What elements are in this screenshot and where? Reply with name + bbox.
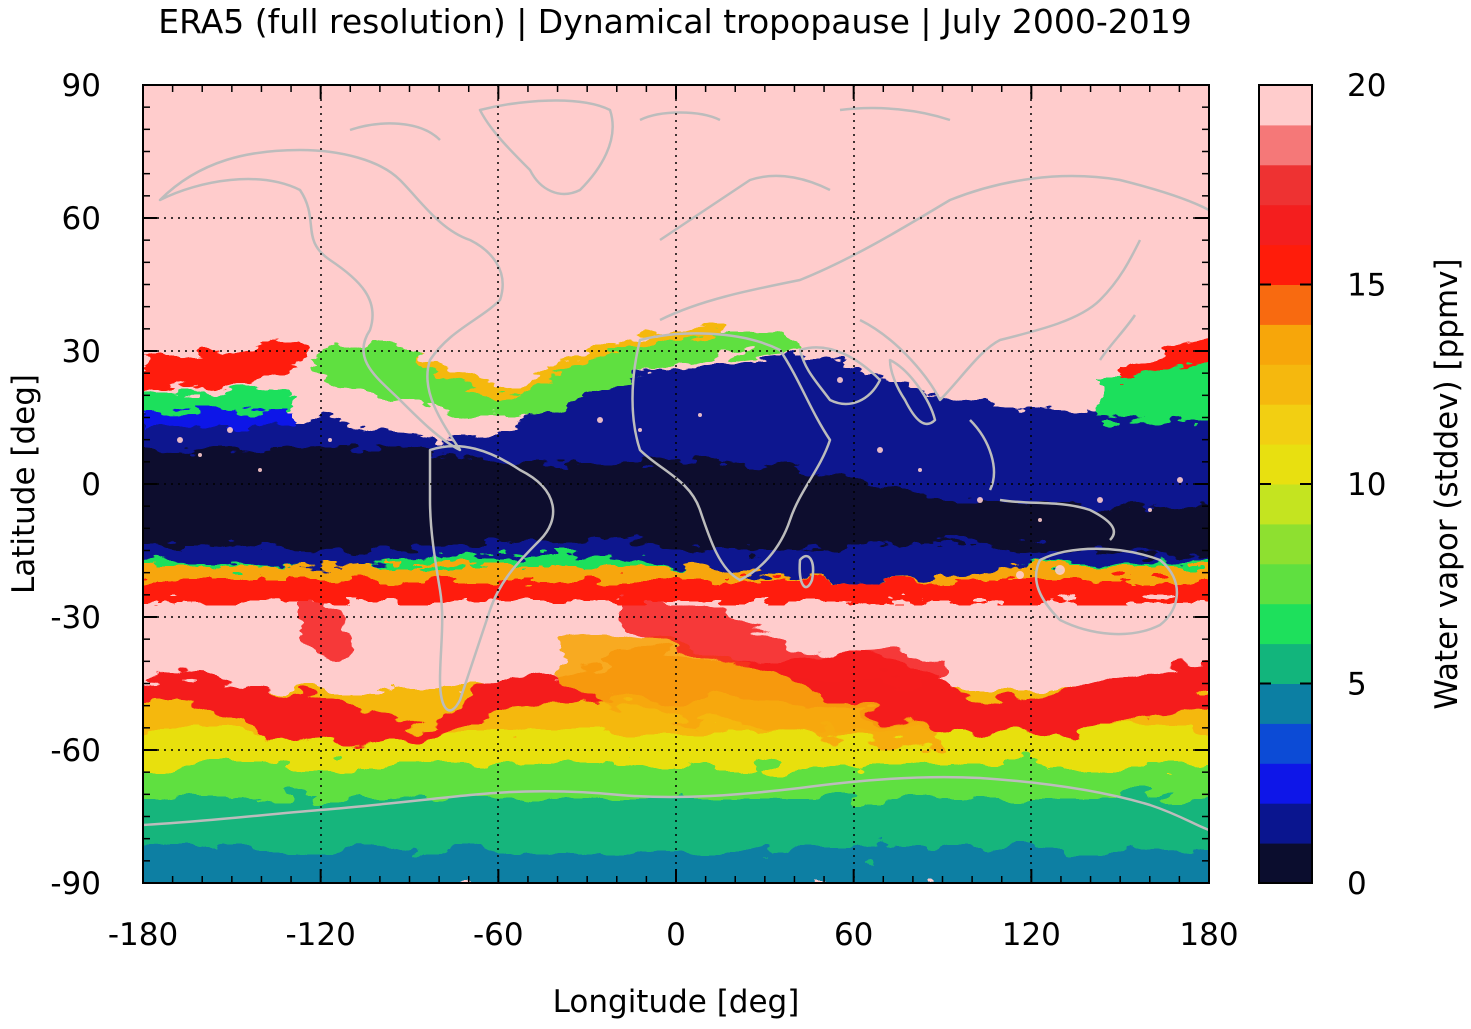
band-orange-patch: [560, 632, 940, 745]
coast-japan: [1098, 314, 1137, 361]
colorbar-tick-label: 20: [1347, 68, 1386, 104]
colorbar-tick-label: 0: [1347, 866, 1367, 902]
colorbar-swatch: [1259, 723, 1312, 764]
chart-title: ERA5 (full resolution) | Dynamical tropo…: [158, 2, 1192, 41]
x-tick-label: 60: [834, 917, 873, 953]
coast-north-america: [158, 148, 504, 452]
colorbar-swatch: [1259, 284, 1312, 325]
band-america-orange: [420, 326, 720, 399]
y-tick-label: 90: [62, 68, 101, 104]
colorbar-swatch: [1259, 164, 1312, 206]
y-tick-label: 60: [62, 201, 101, 237]
band-antarctic-green: [143, 790, 1209, 850]
band-black-core: [143, 447, 1209, 557]
colorbar-swatch: [1259, 484, 1312, 525]
x-tick-label: 180: [1179, 917, 1238, 953]
grid: [143, 85, 1209, 883]
band-east-asia-red: [1120, 337, 1209, 380]
water-vapor-field: [143, 85, 1209, 883]
coast-south-america: [428, 444, 555, 712]
colorbar-swatch: [1259, 404, 1312, 445]
colorbar-swatch: [1259, 85, 1312, 126]
x-tick-label: 0: [666, 917, 686, 953]
coast-madagascar: [798, 554, 815, 589]
x-tick-label: -180: [108, 917, 178, 953]
colorbar-swatch: [1259, 563, 1312, 605]
colorbar-tick-label: 15: [1347, 268, 1386, 304]
band-blue-north-west: [143, 410, 300, 428]
coast-eurasia: [659, 174, 1209, 402]
colorbar-tick-label: 5: [1347, 667, 1367, 703]
x-axis-label: Longitude [deg]: [552, 984, 800, 1020]
x-axis-ticks: -180 -120 -60 0 60 120 180: [108, 85, 1239, 953]
x-tick-label: 120: [1002, 917, 1061, 953]
subtropical-north-fronts: [143, 326, 1209, 428]
coast-africa: [631, 332, 832, 582]
colorbar-swatch: [1259, 763, 1312, 804]
band-green-north-west: [143, 387, 294, 414]
x-tick-label: -60: [473, 917, 524, 953]
colorbar-swatch: [1259, 364, 1312, 405]
colorbar-swatch: [1259, 124, 1312, 166]
band-red-patches: [300, 580, 940, 685]
y-tick-label: 30: [62, 334, 101, 370]
coast-se-asia: [969, 419, 1116, 541]
y-tick-label: -30: [50, 600, 101, 636]
coast-greenland: [478, 99, 614, 196]
y-tick-label: -90: [50, 866, 101, 902]
y-axis-ticks: 90 60 30 0 -30 -60 -90: [50, 68, 1209, 902]
coast-arctic-islands: [349, 106, 951, 141]
y-tick-label: -60: [50, 733, 101, 769]
colorbar-tick-label: 10: [1347, 467, 1386, 503]
band-red-north-west: [143, 340, 306, 395]
colorbar-swatch: [1259, 603, 1312, 645]
coast-india: [888, 358, 937, 426]
coast-europe-north: [659, 174, 831, 242]
coast-australia: [1034, 547, 1179, 636]
tropical-core: [143, 355, 1209, 580]
coast-antarctica: [143, 775, 1209, 832]
coastlines: [143, 99, 1209, 832]
colorbar-swatch: [1259, 324, 1312, 365]
colorbar-swatch: [1259, 244, 1312, 285]
colorbar-ticks: 0 5 10 15 20: [1259, 68, 1386, 902]
y-tick-label: 0: [81, 467, 101, 503]
colorbar-swatch: [1259, 683, 1312, 724]
colorbar: [1259, 85, 1312, 884]
colorbar-swatch: [1259, 444, 1312, 485]
coast-arabia: [798, 346, 882, 406]
colorbar-swatch: [1259, 643, 1312, 684]
x-tick-label: -120: [285, 917, 355, 953]
colorbar-swatch: [1259, 523, 1312, 565]
band-east-asia-front: [1100, 356, 1209, 423]
colorbar-swatch: [1259, 803, 1312, 844]
colorbar-swatch: [1259, 843, 1312, 884]
colorbar-swatch: [1259, 204, 1312, 246]
band-lime: [143, 760, 1209, 798]
